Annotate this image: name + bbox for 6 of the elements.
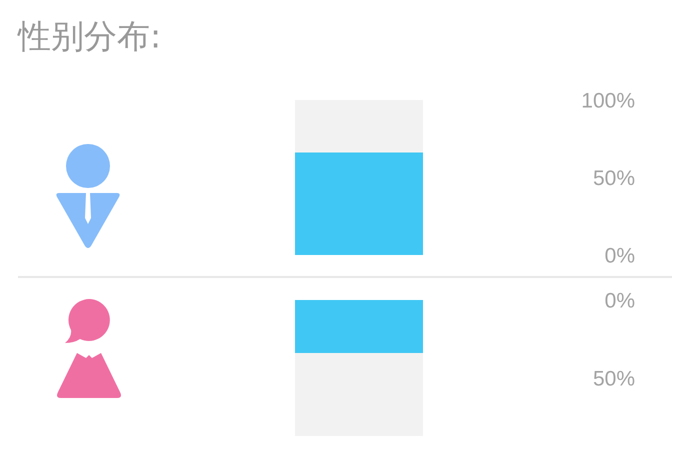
chart-title: 性别分布: xyxy=(17,16,162,56)
y-tick-label: 0% xyxy=(604,244,635,268)
y-tick-label: 0% xyxy=(604,289,635,312)
y-tick-label: 50% xyxy=(592,166,635,190)
y-tick-label: 100% xyxy=(581,89,635,112)
y-tick-label: 50% xyxy=(592,368,635,391)
